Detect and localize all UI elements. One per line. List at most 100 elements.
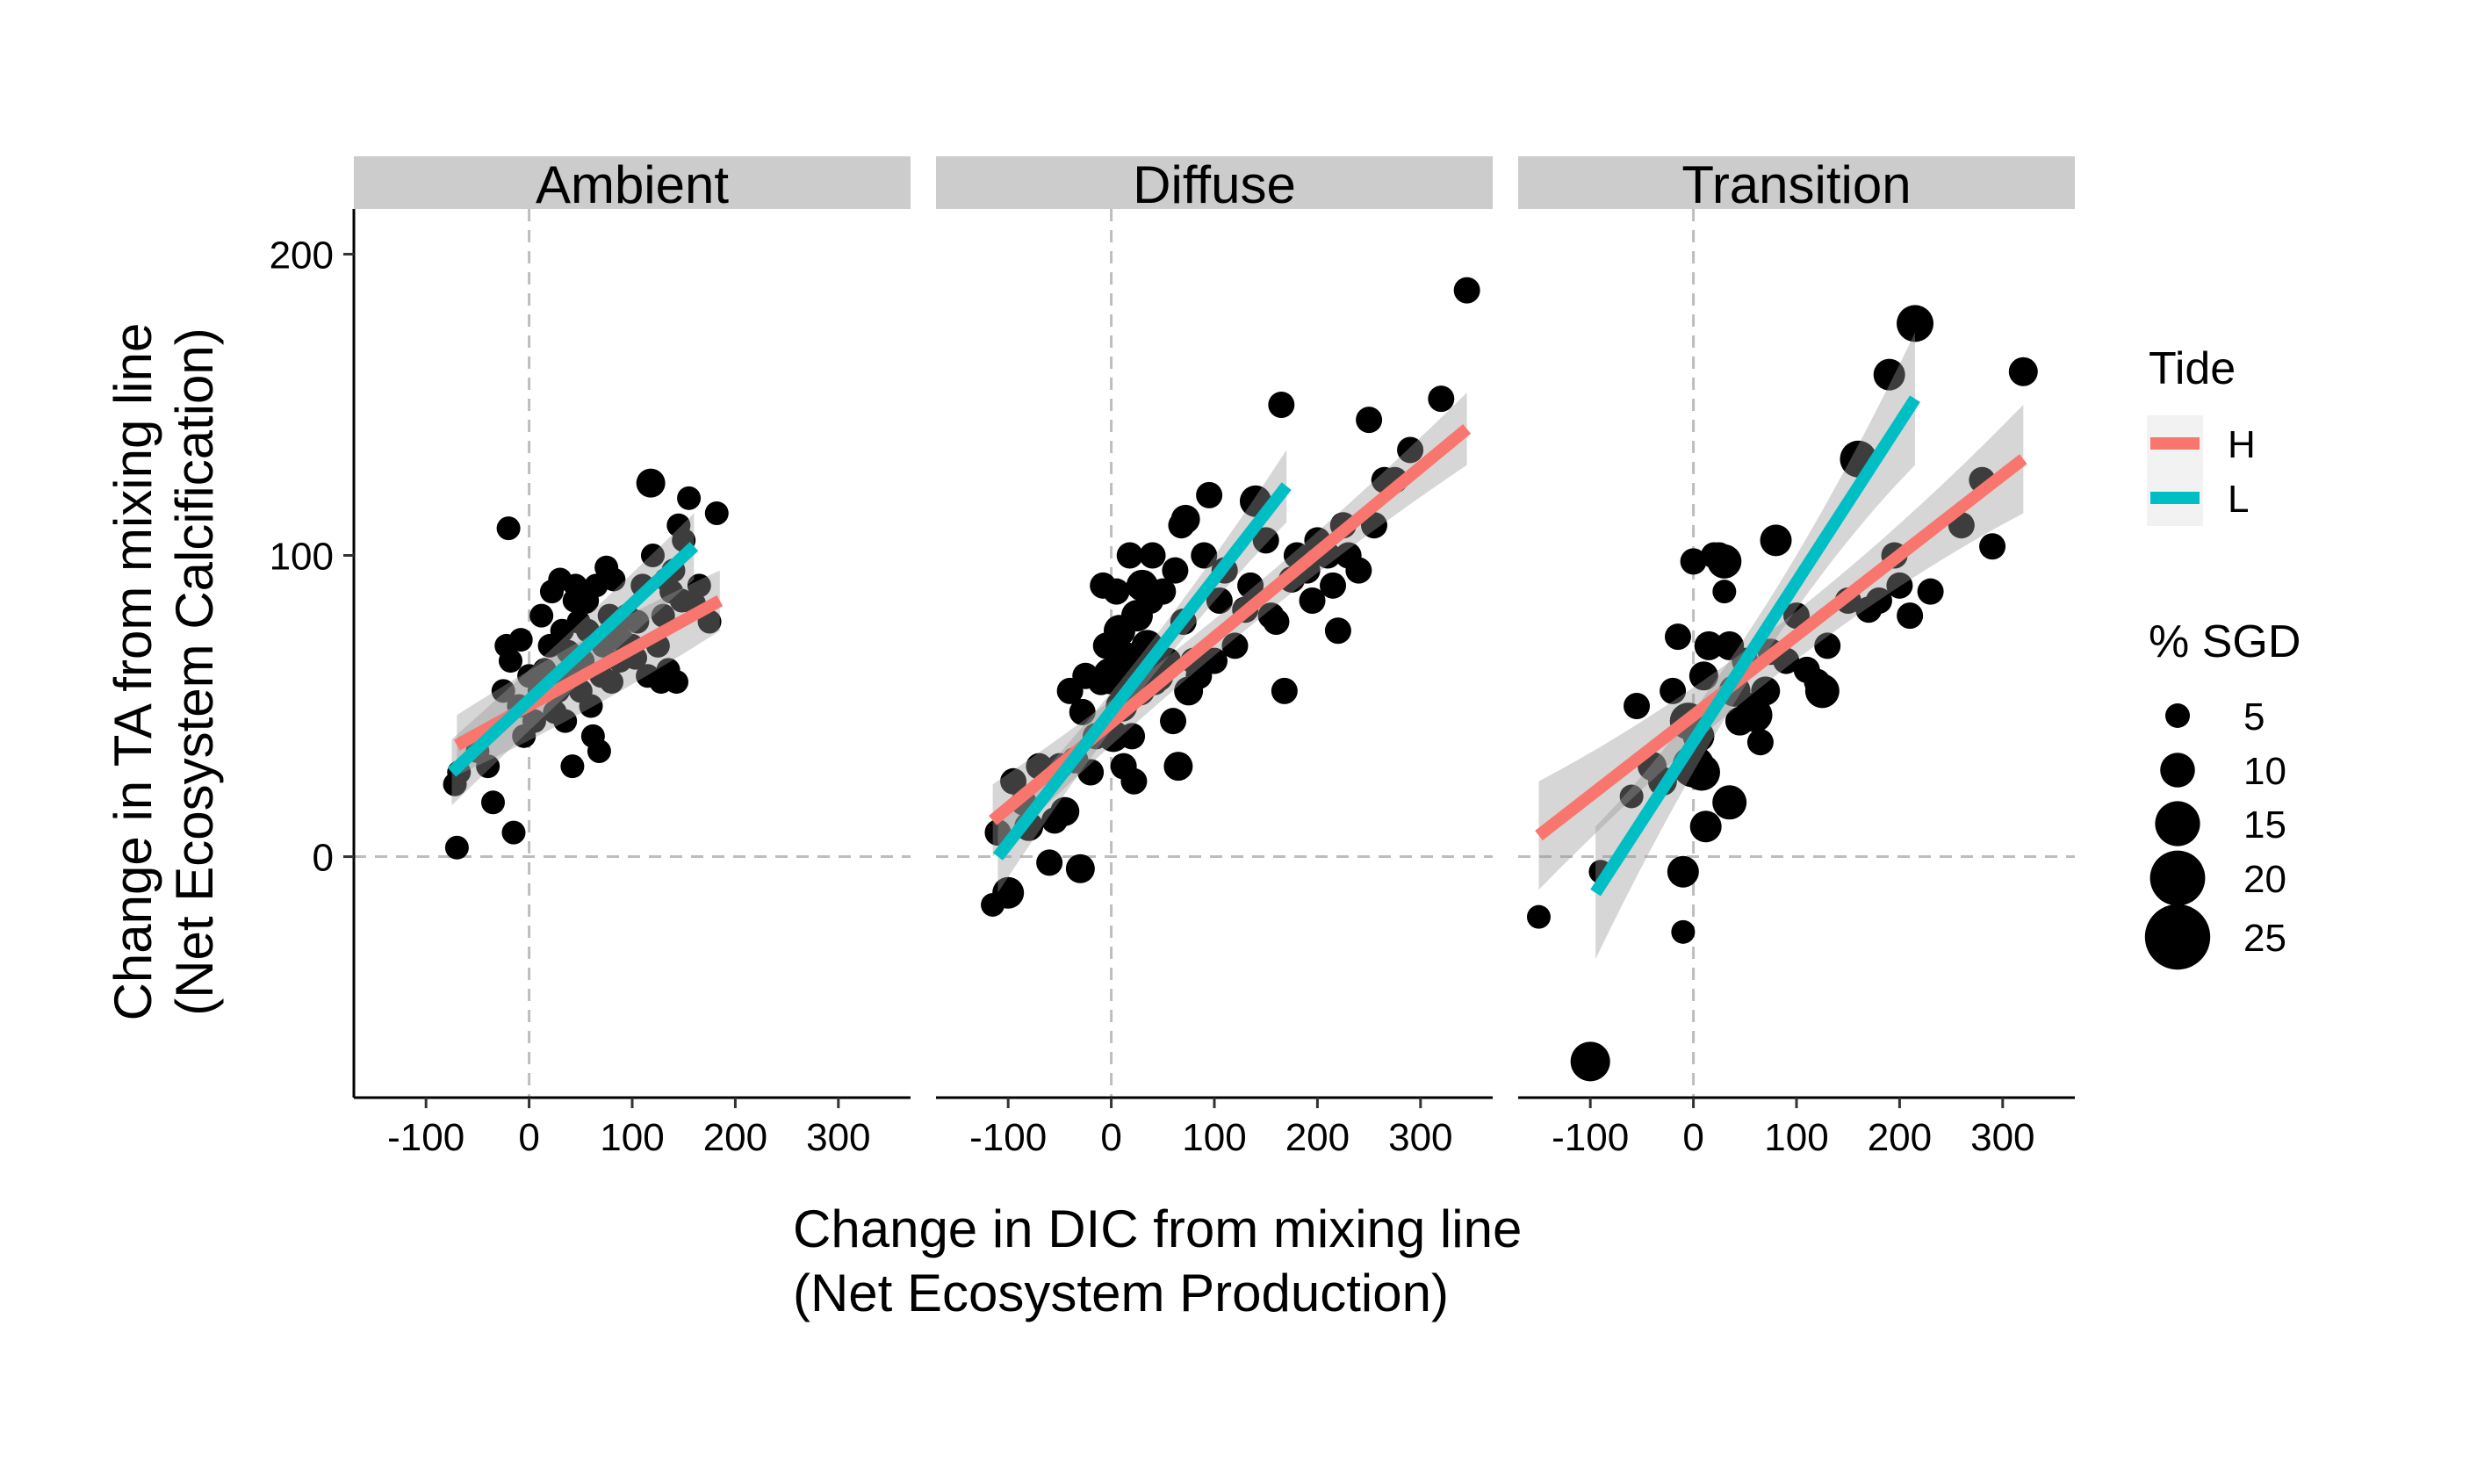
data-point	[1324, 617, 1351, 645]
x-tick-label: -100	[1552, 1116, 1629, 1159]
y-axis: 0 100 200	[270, 209, 356, 1098]
data-point	[496, 516, 521, 541]
data-point	[1804, 674, 1840, 709]
facet-strip-label: Diffuse	[1133, 155, 1296, 214]
data-point	[1163, 752, 1193, 782]
y-tick-label: 200	[270, 234, 334, 277]
data-point	[1252, 527, 1279, 554]
x-tick-label: 0	[1100, 1116, 1121, 1159]
data-point	[1814, 632, 1841, 659]
facet-strip	[354, 156, 911, 209]
data-point	[491, 679, 515, 703]
fit-line-l	[992, 482, 1292, 861]
data-point	[1201, 647, 1228, 674]
data-point	[1268, 391, 1295, 418]
data-point	[1760, 524, 1792, 557]
data-point	[1689, 661, 1718, 691]
x-tick-label: -100	[969, 1116, 1047, 1159]
data-point	[444, 835, 469, 860]
legend-size-label: 15	[2243, 803, 2286, 846]
data-point	[1103, 578, 1130, 605]
data-point	[1069, 698, 1096, 725]
x-tick-label: 100	[600, 1116, 664, 1159]
data-point	[1170, 504, 1200, 534]
data-point	[501, 820, 526, 845]
facet-strip-label: Ambient	[536, 155, 729, 214]
legend-size-key	[2149, 850, 2206, 906]
x-tick-label: 300	[1970, 1116, 2034, 1159]
x-tick-label: 100	[1182, 1116, 1246, 1159]
data-point	[1397, 436, 1424, 464]
data-point	[1237, 572, 1264, 599]
data-point	[1751, 676, 1781, 706]
fit-line-h	[989, 424, 1472, 825]
x-tick-label: 0	[518, 1116, 539, 1159]
x-tick-label: 100	[1764, 1116, 1828, 1159]
fit-line-h	[1535, 454, 2027, 841]
y-axis-title: Change in TA from mixing line (Net Ecosy…	[104, 323, 224, 1021]
y-tick-label: 0	[313, 837, 334, 880]
data-point	[1320, 572, 1347, 599]
x-tick-label: 200	[1868, 1116, 1932, 1159]
data-point	[1065, 854, 1095, 883]
data-point	[1263, 608, 1290, 635]
data-point	[522, 709, 546, 733]
data-point	[664, 670, 688, 695]
data-point	[1624, 693, 1651, 720]
x-tick-label: 200	[1285, 1116, 1350, 1159]
fit-line-l	[447, 542, 699, 777]
data-point	[636, 468, 666, 498]
data-point	[1160, 708, 1187, 735]
data-point	[2008, 357, 2038, 386]
facet-panel-ambient: Ambient -100 0 100 200 300	[354, 155, 911, 1159]
data-point	[1206, 587, 1233, 614]
facet-panel-transition: Transition -100 0 100 200 300	[1518, 155, 2075, 1159]
data-point	[1886, 572, 1913, 599]
x-tick-label: 300	[1388, 1116, 1452, 1159]
y-axis-title-line-2: (Net Ecosystem Calcification)	[165, 328, 224, 1016]
x-tick-label: 0	[1682, 1116, 1703, 1159]
fit-line-l	[1590, 395, 1920, 897]
legend-size-label: 5	[2243, 695, 2265, 738]
data-point	[1660, 677, 1687, 704]
data-point	[1077, 759, 1105, 786]
legend-size-key	[2155, 801, 2200, 846]
legend-size-label: 25	[2243, 917, 2286, 960]
data-point	[1682, 753, 1720, 791]
data-point	[1570, 1041, 1610, 1082]
facet-panel-diffuse: Diffuse -100 0 100 200 300	[936, 155, 1493, 1159]
data-point	[579, 694, 603, 718]
data-point	[1149, 578, 1177, 605]
data-point	[476, 754, 500, 779]
data-point	[1671, 919, 1696, 944]
data-point	[601, 567, 626, 592]
data-point	[1119, 723, 1146, 750]
data-point	[1979, 533, 2006, 560]
data-point	[1345, 557, 1372, 584]
data-point	[1712, 580, 1737, 604]
legend-label-l: L	[2228, 478, 2249, 521]
legend-size-label: 20	[2243, 858, 2286, 901]
data-point	[498, 649, 522, 674]
data-point	[587, 738, 611, 763]
legend-label-h: H	[2228, 423, 2256, 466]
data-point	[1746, 729, 1774, 756]
data-point	[1707, 544, 1742, 579]
data-point	[1783, 602, 1810, 630]
data-point	[1191, 542, 1218, 569]
data-point	[1000, 767, 1027, 795]
data-point	[1865, 587, 1892, 614]
legend-size-label: 10	[2243, 750, 2286, 793]
data-point	[1050, 796, 1080, 826]
x-axis-title-line-2: (Net Ecosystem Production)	[793, 1264, 1449, 1322]
data-point	[1162, 557, 1189, 584]
x-tick-label: 200	[703, 1116, 767, 1159]
data-point	[677, 486, 702, 510]
data-point	[992, 876, 1025, 909]
x-axis-title-line-1: Change in DIC from mixing line	[793, 1199, 1522, 1258]
legend: Tide HL % SGD 5 10 15 20 25	[2144, 343, 2301, 970]
data-point	[1116, 542, 1143, 569]
data-point	[1689, 810, 1722, 843]
data-point	[1271, 677, 1298, 704]
